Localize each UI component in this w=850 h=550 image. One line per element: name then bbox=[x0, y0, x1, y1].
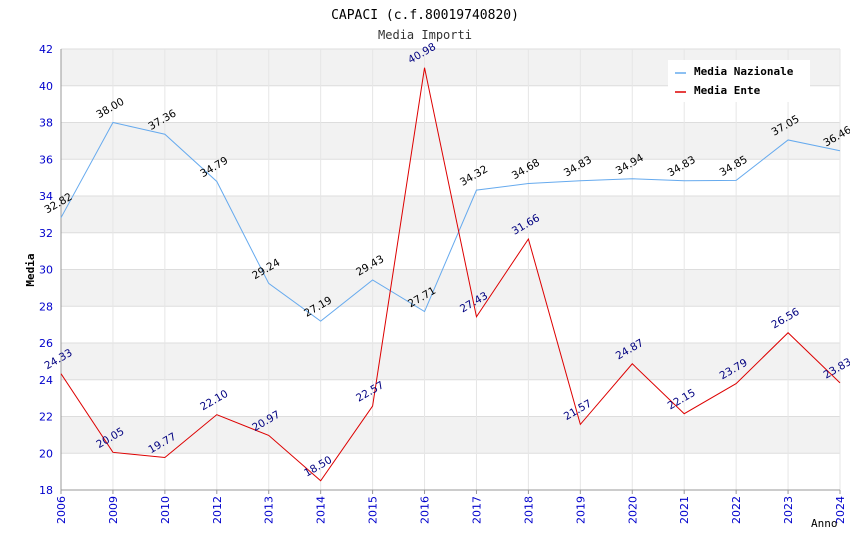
legend: Media Nazionale Media Ente bbox=[668, 60, 810, 102]
x-tick-label: 2014 bbox=[315, 496, 328, 524]
legend-label-ente: Media Ente bbox=[694, 84, 761, 97]
y-tick-labels: 18 20 22 24 26 28 30 32 34 36 38 40 42 bbox=[39, 43, 53, 497]
x-tick-label: 2018 bbox=[522, 496, 535, 524]
chart-title: CAPACI (c.f.80019740820) bbox=[331, 8, 519, 23]
series-line-ente bbox=[60, 67, 841, 482]
y-tick-label: 22 bbox=[39, 411, 53, 424]
y-tick-label: 28 bbox=[39, 300, 53, 313]
y-tick-label: 20 bbox=[39, 447, 53, 460]
axes bbox=[60, 49, 841, 494]
x-tick-label: 2015 bbox=[367, 496, 380, 524]
plot-background-bands bbox=[61, 49, 840, 490]
y-tick-label: 38 bbox=[39, 117, 53, 130]
plot-band bbox=[61, 379, 840, 417]
plot-band bbox=[61, 453, 840, 490]
x-tick-label: 2022 bbox=[730, 496, 743, 524]
plot-band bbox=[61, 196, 840, 233]
y-axis-label: Media bbox=[24, 253, 37, 286]
x-tick-label: 2021 bbox=[678, 496, 691, 524]
plot-band bbox=[61, 269, 840, 307]
y-tick-label: 40 bbox=[39, 80, 53, 93]
x-tick-label: 2010 bbox=[159, 496, 172, 524]
grid-lines bbox=[60, 48, 841, 491]
x-tick-label: 2006 bbox=[55, 496, 68, 524]
x-tick-label: 2016 bbox=[419, 496, 432, 524]
x-tick-label: 2024 bbox=[834, 496, 847, 524]
series-line-nazionale bbox=[60, 121, 841, 322]
x-tick-label: 2012 bbox=[211, 496, 224, 524]
x-tick-label: 2023 bbox=[782, 496, 795, 524]
y-tick-label: 32 bbox=[39, 227, 53, 240]
legend-box bbox=[668, 60, 810, 102]
y-tick-label: 42 bbox=[39, 43, 53, 56]
y-tick-label: 36 bbox=[39, 153, 53, 166]
x-axis-label: Anno bbox=[811, 517, 838, 530]
y-tick-label: 26 bbox=[39, 337, 53, 350]
y-tick-label: 24 bbox=[39, 374, 53, 387]
x-tick-label: 2013 bbox=[263, 496, 276, 524]
chart-subtitle: Media Importi bbox=[378, 28, 472, 42]
x-tick-label: 2009 bbox=[107, 496, 120, 524]
y-tick-label: 34 bbox=[39, 190, 53, 203]
series-lines bbox=[60, 67, 841, 482]
plot-band bbox=[61, 416, 840, 454]
legend-label-nazionale: Media Nazionale bbox=[694, 65, 794, 78]
plot-band bbox=[61, 306, 840, 343]
y-tick-label: 30 bbox=[39, 264, 53, 277]
x-tick-label: 2019 bbox=[574, 496, 587, 524]
x-tick-label: 2020 bbox=[626, 496, 639, 524]
x-tick-labels: 2006 2009 2010 2012 2013 2014 2015 2016 2017 2018… bbox=[55, 496, 847, 524]
y-tick-label: 18 bbox=[39, 484, 53, 497]
plot-band bbox=[61, 122, 840, 160]
plot-band bbox=[61, 343, 840, 380]
x-tick-label: 2017 bbox=[470, 496, 483, 524]
